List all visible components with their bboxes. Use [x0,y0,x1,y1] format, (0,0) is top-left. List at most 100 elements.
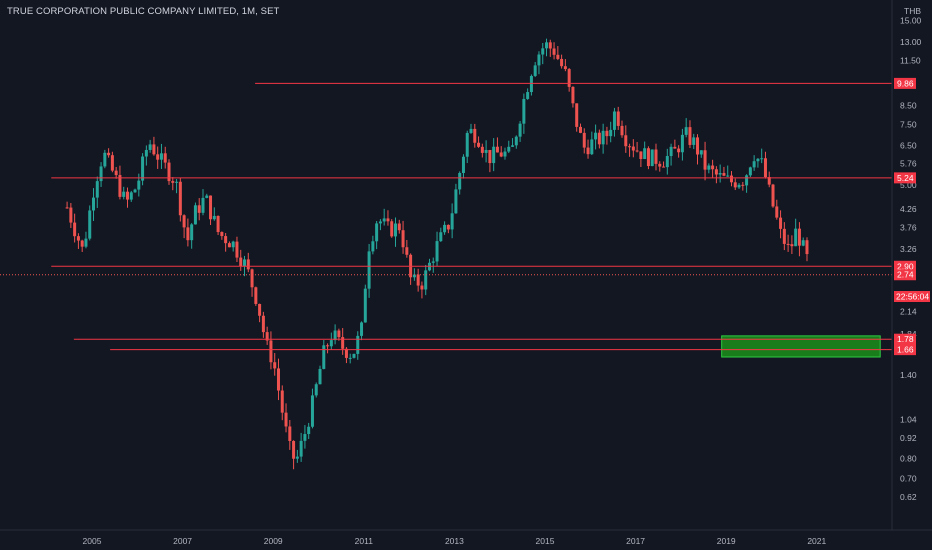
candle-body [741,184,745,186]
candle-body [767,177,771,185]
currency-label: THB [904,6,921,16]
candle-body [616,111,620,126]
price-tag-label: 2.90 [897,261,914,271]
candle-body [718,173,722,175]
candle-body [582,132,586,148]
candle-body [492,146,496,164]
candle-body [495,146,499,153]
candle-body [133,189,137,193]
y-tick-label: 5.76 [900,159,917,169]
candle-body [397,223,401,231]
candle-body [235,241,239,258]
candle-body [477,142,481,147]
candle-body [227,243,231,248]
price-tag-box [894,172,916,184]
candle-body [337,330,341,338]
candle-body [156,154,160,160]
candle-body [209,195,213,220]
candle-body [239,257,243,267]
candle-body [220,232,224,237]
candle-body [469,128,473,133]
candle-body [92,197,96,211]
candle-body [529,75,533,93]
candle-body [261,315,265,333]
candle-body [129,192,133,200]
candle-body [307,426,311,435]
candle-body [673,146,677,149]
candle-body [152,144,156,155]
candle-body [148,144,152,150]
candle-body [446,224,450,230]
support-zone[interactable] [721,335,881,358]
candle-body [714,169,718,175]
candle-body [416,274,420,286]
x-tick-label: 2015 [536,536,555,546]
candle-body [677,148,681,153]
candle-body [454,189,458,214]
candle-body [137,180,141,190]
candle-body [526,92,530,99]
candle-body [284,412,288,427]
candle-body [360,322,364,336]
x-tick-label: 2005 [83,536,102,546]
x-tick-label: 2021 [807,536,826,546]
candle-body [122,191,126,197]
candle-body [563,66,567,70]
candle-body [190,224,194,241]
candle-body [552,48,556,55]
candle-body [669,146,673,157]
price-tag-label: 5.24 [897,173,914,183]
candle-body [258,303,262,316]
candle-body [748,167,752,176]
candle-body [205,195,209,198]
candle-body [707,165,711,170]
y-tick-label: 8.50 [900,101,917,111]
candle-body [541,48,545,55]
candle-body [178,181,182,216]
candle-body [575,103,579,127]
candle-body [65,207,69,209]
candle-body [254,287,258,304]
candle-body [167,162,171,182]
y-tick-label: 11.50 [900,55,921,65]
candle-body [450,213,454,230]
price-tag-box [894,77,916,89]
candle-body [631,146,635,151]
candle-body [635,150,639,152]
candle-body [567,69,571,87]
candle-body [771,184,775,207]
candle-body [386,218,390,222]
candle-body [711,165,715,170]
candle-body [390,221,394,237]
candles-layer [65,38,809,470]
candle-body [662,166,666,168]
candle-body [612,111,616,130]
x-tick-label: 2019 [717,536,736,546]
candle-body [110,155,114,171]
candle-body [458,173,462,190]
candle-body [790,244,794,247]
candle-body [805,240,809,255]
candle-body [348,357,352,359]
y-tick-label: 3.26 [900,244,917,254]
candle-body [216,215,220,233]
y-tick-label: 1.04 [900,414,917,424]
candle-body [465,132,469,157]
candle-body [684,127,688,135]
candle-body [382,218,386,222]
price-tag-box [894,260,916,272]
candle-body [303,434,307,441]
candle-body [103,152,107,167]
candle-body [125,191,129,200]
x-tick-label: 2011 [355,536,374,546]
last-price-tag-label: 2.74 [897,270,914,280]
candle-body [760,158,764,160]
horizontal-lines-layer[interactable] [0,82,892,351]
candle-body [412,274,416,278]
y-tick-label: 3.76 [900,222,917,232]
candle-body [375,223,379,242]
y-tick-label: 2.14 [900,307,917,317]
candle-body [295,456,299,459]
price-tag-box [894,333,916,345]
